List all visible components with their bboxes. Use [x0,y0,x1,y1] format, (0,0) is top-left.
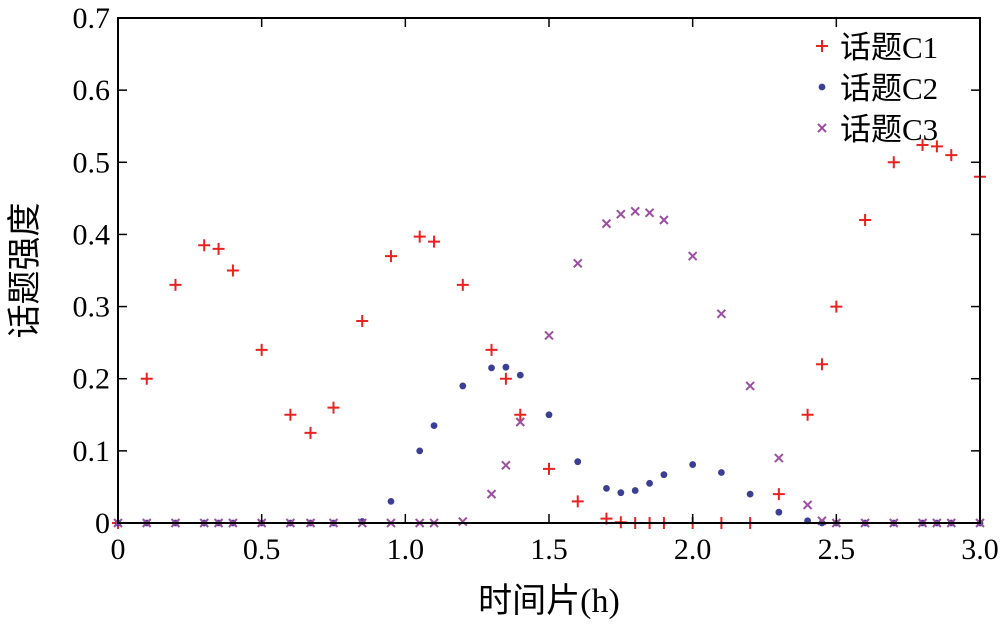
data-point-c2 [416,447,424,455]
data-point-c2 [545,411,553,419]
data-point-c1 [304,426,317,439]
data-point-c1 [356,315,369,327]
series-c3 [113,206,985,528]
y-tick-label: 0.3 [73,291,111,324]
data-point-c3 [644,208,655,218]
x-tick-label: 1.0 [387,533,425,566]
data-point-c1 [255,343,268,356]
legend-label-c1: 话题C1 [840,30,938,65]
data-point-c2 [689,461,697,468]
data-point-c3 [616,209,626,219]
x-tick-label: 3.0 [961,533,999,566]
legend-marker-symbol [816,40,828,52]
data-point-c2 [775,508,783,516]
data-point-c2 [603,484,610,492]
data-point-c1 [514,408,527,421]
data-point-c2 [516,371,524,379]
data-point-c3 [630,206,640,217]
y-tick-label: 0.1 [73,435,111,468]
y-tick-label: 0.6 [73,74,111,107]
data-point-c1 [140,372,153,385]
y-tick-label: 0.2 [73,363,111,396]
data-point-c3 [515,417,525,427]
legend: 话题C1 话题C2 话题C3 [816,30,938,147]
x-tick-label: 2.5 [818,533,856,566]
data-point-c2 [617,489,625,497]
legend-entry-c3: 话题C3 [817,112,938,147]
data-point-c2 [660,471,668,479]
data-point-c1 [830,300,843,313]
y-tick-label: 0.5 [73,146,111,179]
data-point-c1 [859,214,872,226]
data-point-c1 [916,138,929,151]
y-tick-label: 0.7 [73,2,111,35]
data-point-c1 [428,235,441,248]
data-point-c2 [502,363,510,371]
data-point-c1 [930,140,943,153]
data-point-c3 [659,215,669,225]
data-point-c1 [226,264,239,277]
y-axis-label: 话题强度 [6,203,44,339]
data-point-c1 [327,401,340,414]
legend-marker-symbol [817,123,827,133]
x-tick-label: 0.5 [243,533,281,566]
data-point-c2 [718,469,725,476]
data-point-c3 [544,330,554,341]
data-point-c3 [716,309,727,319]
data-point-c2 [631,487,639,494]
data-point-c3 [501,460,511,470]
y-tick-label: 0.4 [73,218,111,251]
data-point-c1 [772,488,785,501]
data-point-c2 [430,422,438,430]
data-point-c1 [499,372,512,385]
data-point-c3 [486,489,497,499]
data-point-c1 [543,462,555,475]
data-point-c1 [169,278,182,291]
data-point-c1 [801,408,814,421]
data-point-c1 [456,278,469,291]
data-point-c1 [284,408,297,421]
series-c2 [114,363,984,527]
data-point-c1 [815,358,828,371]
y-tick-label: 0 [95,507,110,540]
data-point-c1 [212,242,225,255]
legend-marker-c1 [816,40,828,52]
data-point-c3 [687,251,698,261]
legend-marker-c2 [818,83,826,91]
x-axis-label: 时间片(h) [478,582,620,620]
data-point-c1 [485,343,498,356]
data-point-c2 [574,458,582,466]
x-tick-label: 0 [111,533,126,566]
data-point-c2 [488,364,495,372]
data-point-c1 [384,250,397,263]
data-point-c3 [745,381,755,391]
data-point-c3 [458,516,468,527]
legend-entry-c2: 话题C2 [818,71,938,106]
legend-entry-c1: 话题C1 [816,30,938,65]
data-point-c3 [774,453,784,463]
x-tick-label: 1.5 [530,533,568,566]
x-tick-label: 2.0 [674,533,712,566]
data-point-c2 [746,490,754,498]
data-point-c2 [459,382,467,390]
data-point-c2 [646,479,653,487]
data-point-c3 [573,258,583,268]
data-point-c1 [945,149,958,162]
data-point-c1 [571,495,584,508]
data-point-c1 [887,156,900,169]
data-point-c1 [198,239,211,252]
legend-marker-symbol [818,83,826,91]
plot-area [112,138,986,529]
data-point-c2 [387,497,395,505]
legend-marker-c3 [817,123,827,133]
legend-label-c3: 话题C3 [840,112,938,147]
data-point-c3 [601,218,612,229]
data-point-c1 [413,230,426,243]
series-c1 [112,138,986,529]
legend-label-c2: 话题C2 [840,71,938,106]
axis-ticks: 0 0.5 1.0 1.5 2.0 2.5 3.0 0 0.1 0.2 0.3 0.4 0.5 0.6 0.… [73,2,999,566]
data-point-c3 [802,500,813,510]
